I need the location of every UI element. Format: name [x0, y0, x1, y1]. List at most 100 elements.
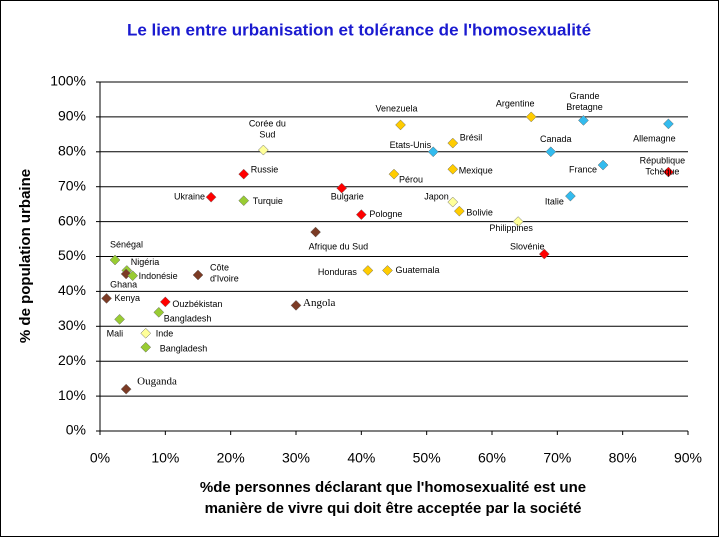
point [257, 144, 269, 156]
y-tick-label: 100% [50, 73, 86, 89]
point [238, 168, 250, 180]
point [140, 341, 152, 353]
x-tick-label: 10% [151, 450, 179, 466]
x-axis-title: %de personnes déclarant que l'homosexual… [200, 479, 586, 496]
point-label: Etats-Unis [390, 140, 432, 150]
point [192, 269, 204, 281]
point [290, 300, 302, 311]
point-label: Pologne [369, 209, 402, 219]
point-label: Ouzbékistan [172, 299, 222, 309]
y-tick-label: 90% [58, 108, 86, 124]
point [310, 226, 321, 238]
point-label: Bretagne [566, 102, 603, 112]
x-tick-label: 30% [282, 450, 310, 466]
point [362, 265, 374, 276]
point-label: Japon [424, 191, 449, 201]
point [565, 190, 576, 202]
point-label: Mali [107, 329, 124, 339]
point-label: République [640, 155, 686, 165]
point-label: Philippines [489, 223, 533, 233]
point [153, 306, 165, 318]
point-label: Angola [303, 297, 336, 309]
point-label: Inde [156, 329, 174, 339]
point [336, 182, 348, 194]
y-tick-label: 50% [58, 247, 86, 263]
point [447, 196, 459, 208]
point-label: Ouganda [137, 376, 177, 388]
point [127, 270, 139, 282]
point [114, 313, 125, 325]
point [545, 146, 557, 158]
point-label: Bangladesh [164, 314, 212, 324]
point-label: Bulgarie [331, 191, 364, 201]
point-label: Pérou [399, 175, 423, 185]
point-label: Indonésie [139, 271, 178, 281]
y-tick-label: 40% [58, 282, 86, 298]
x-tick-label: 50% [413, 450, 441, 466]
point-label: Italie [545, 196, 564, 206]
point [120, 383, 132, 395]
point-label: Afrique du Sud [309, 241, 369, 251]
x-tick-label: 40% [347, 450, 375, 466]
point [355, 209, 367, 220]
x-tick-label: 20% [217, 450, 245, 466]
point [663, 118, 674, 130]
y-tick-label: 30% [58, 317, 86, 333]
point-label: Canada [540, 134, 572, 144]
point [388, 168, 400, 180]
point-label: Ghana [110, 279, 137, 289]
x-axis-title: manière de vivre qui doit être acceptée … [205, 500, 582, 517]
point-label: Turquie [253, 196, 283, 206]
point [663, 166, 674, 178]
point-label: Sud [259, 129, 275, 139]
x-tick-label: 0% [90, 450, 110, 466]
point [447, 137, 459, 149]
y-tick-label: 0% [66, 422, 86, 438]
point [525, 111, 537, 123]
x-tick-label: 70% [543, 450, 571, 466]
point-label: Honduras [318, 267, 358, 277]
y-tick-label: 10% [58, 387, 86, 403]
point-label: Grande [569, 91, 599, 101]
point-label: Russie [251, 165, 279, 175]
point [159, 296, 171, 308]
point [382, 265, 393, 276]
point [395, 119, 406, 131]
point [427, 146, 439, 158]
point [578, 115, 589, 126]
point-label: Allemagne [633, 133, 676, 143]
y-axis-title: % de population urbaine [17, 169, 34, 343]
point-label: d'Ivoire [210, 273, 239, 283]
x-tick-label: 90% [674, 450, 702, 466]
point-label: Côte [210, 262, 229, 272]
point [512, 216, 524, 227]
point [101, 293, 112, 304]
x-tick-label: 60% [478, 450, 506, 466]
y-tick-label: 80% [58, 143, 86, 159]
point-label: Sénégal [110, 239, 143, 249]
point [109, 254, 121, 266]
point-label: Nigéria [131, 257, 160, 267]
point-label: Tchèque [645, 166, 679, 176]
point [538, 248, 550, 260]
chart-title: Le lien entre urbanisation et tolérance … [127, 20, 591, 39]
point-label: Corée du [249, 118, 286, 128]
y-tick-label: 70% [58, 177, 86, 193]
y-tick-label: 60% [58, 212, 86, 228]
x-tick-label: 80% [609, 450, 637, 466]
point [453, 205, 465, 217]
point-label: Brésil [460, 132, 483, 142]
point [447, 163, 459, 175]
point-label: Bolivie [466, 208, 493, 218]
point [140, 327, 152, 339]
point-label: Venezuela [376, 103, 418, 113]
point [238, 195, 250, 207]
point [205, 191, 217, 203]
point-label: Ukraine [174, 192, 205, 202]
point-label: Slovénie [510, 241, 545, 251]
y-tick-label: 20% [58, 352, 86, 368]
point-label: Guatemala [395, 265, 439, 275]
point-label: Bangladesh [160, 344, 208, 354]
